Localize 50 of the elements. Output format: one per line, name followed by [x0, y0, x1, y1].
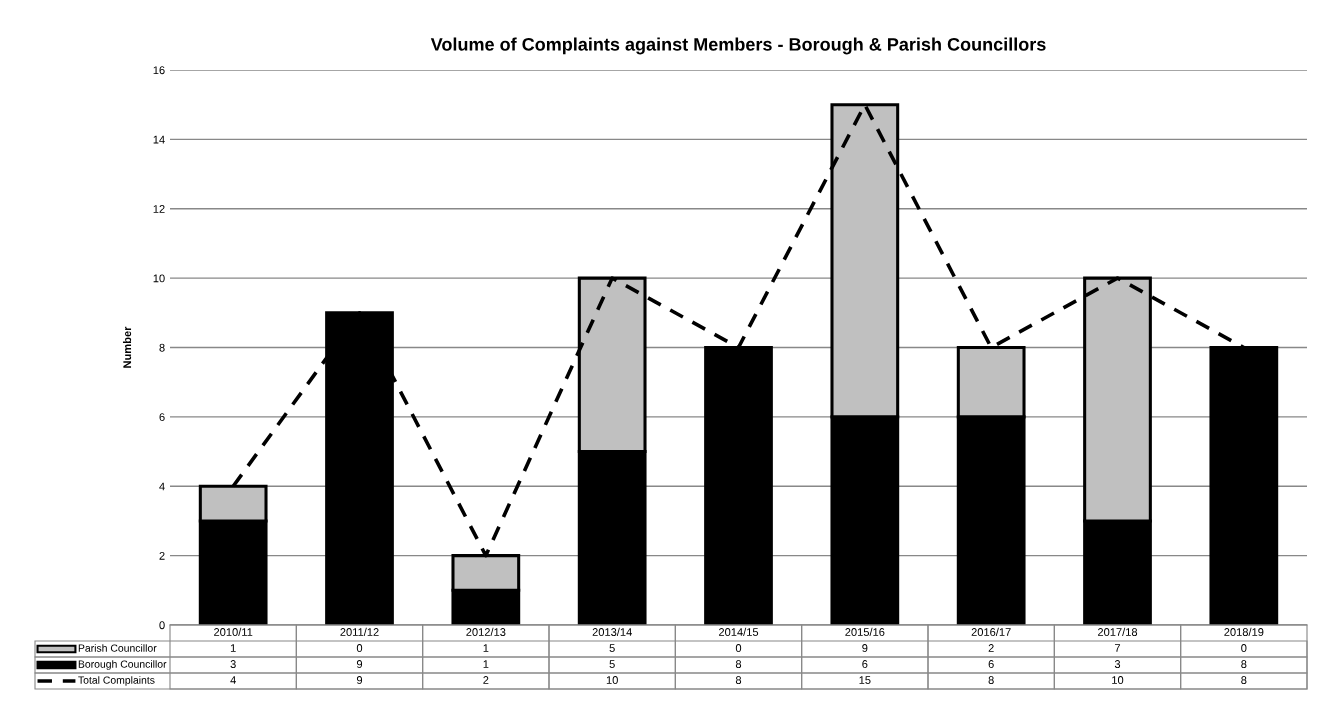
data-label: 3 — [230, 660, 236, 668]
data-label: 3 — [1114, 660, 1121, 668]
legend-label: Borough Councillor — [78, 660, 167, 670]
data-label: 0 — [356, 644, 363, 652]
data-label: 9 — [356, 660, 363, 668]
data-label: 8 — [988, 676, 994, 684]
data-label: 0 — [735, 644, 742, 652]
data-label: 5 — [609, 660, 615, 668]
x-tick-label: 2017/18 — [1097, 627, 1138, 636]
data-label: 8 — [735, 676, 742, 684]
legend-label: Total Complaints — [78, 676, 155, 686]
x-tick-label: 2015/16 — [845, 627, 885, 636]
data-label: 4 — [230, 676, 236, 684]
data-label: 10 — [606, 676, 618, 684]
x-tick-label: 2011/12 — [340, 627, 379, 636]
data-label: 2 — [483, 676, 489, 684]
data-label: 8 — [735, 660, 742, 668]
y-tick-label: 0 — [159, 621, 165, 630]
x-tick-label: 2010/11 — [214, 627, 253, 636]
data-label: 15 — [859, 676, 871, 684]
x-tick-label: 2012/13 — [466, 627, 506, 636]
data-label: 9 — [356, 676, 363, 684]
data-label: 10 — [1112, 676, 1124, 684]
y-tick-label: 14 — [153, 135, 165, 144]
x-tick-label: 2018/19 — [1224, 627, 1264, 636]
y-tick-label: 16 — [153, 66, 165, 75]
y-tick-label: 4 — [159, 482, 165, 491]
data-label: 5 — [609, 644, 615, 652]
x-tick-label: 2016/17 — [971, 627, 1011, 636]
data-label: 6 — [862, 660, 868, 668]
legend-label: Parish Councillor — [78, 644, 157, 652]
data-label: 1 — [483, 660, 489, 668]
y-tick-label: 8 — [159, 343, 165, 352]
x-tick-label: 2013/14 — [592, 627, 632, 636]
data-label: 0 — [1241, 644, 1247, 652]
y-tick-label: 2 — [159, 551, 165, 560]
data-label: 8 — [1241, 660, 1247, 668]
y-tick-label: 6 — [159, 413, 165, 422]
x-tick-label: 2014/15 — [718, 627, 759, 636]
data-label: 2 — [988, 644, 994, 652]
data-label: 7 — [1114, 644, 1121, 652]
data-label: 6 — [988, 660, 994, 668]
data-label: 1 — [230, 644, 236, 652]
y-axis-title: Number — [122, 326, 132, 368]
data-label: 1 — [483, 644, 489, 652]
y-tick-label: 10 — [153, 274, 165, 283]
data-label: 8 — [1241, 676, 1247, 684]
chart-title: Volume of Complaints against Members - Borough & Parish Councillors — [430, 37, 1046, 55]
y-tick-label: 12 — [153, 205, 165, 213]
data-label: 9 — [862, 644, 868, 652]
